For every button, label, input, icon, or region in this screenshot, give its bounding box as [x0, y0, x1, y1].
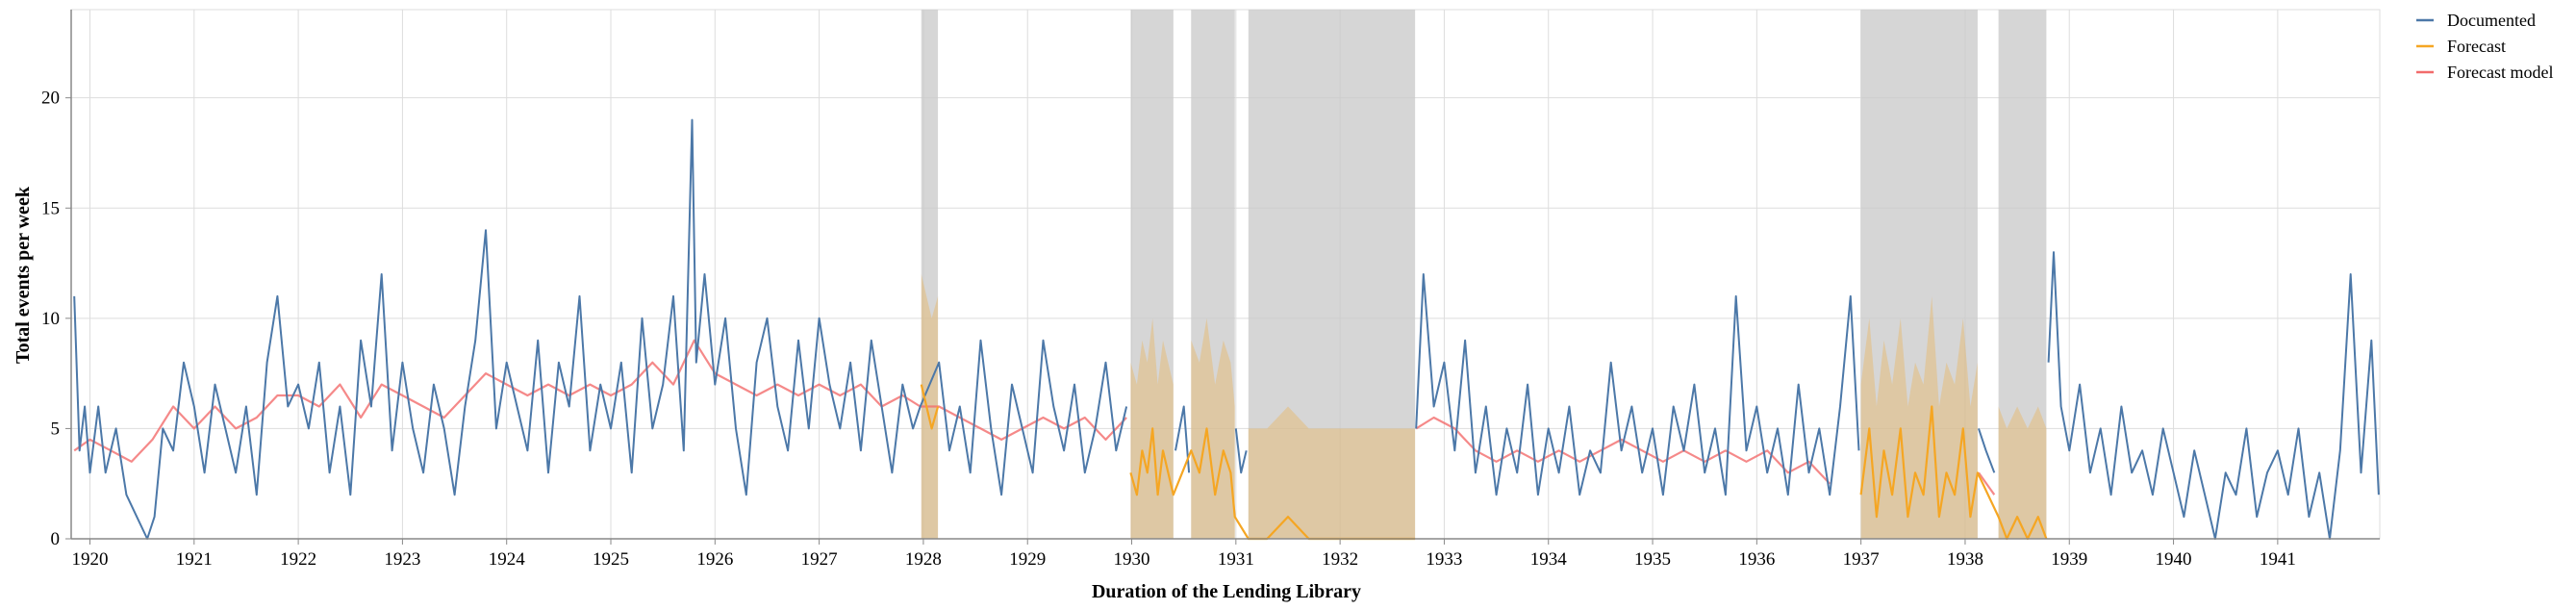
x-tick-label: 1920	[71, 549, 108, 570]
x-axis-title: Duration of the Lending Library	[1092, 581, 1361, 602]
x-tick-label: 1940	[2156, 549, 2192, 570]
x-tick-label: 1937	[1843, 549, 1880, 570]
x-tick-label: 1936	[1738, 549, 1775, 570]
gap-period	[1130, 10, 1174, 539]
forecast-band	[1248, 406, 1416, 539]
x-tick-label: 1921	[176, 549, 213, 570]
y-tick-label: 10	[41, 309, 60, 329]
x-tick-label: 1938	[1947, 549, 1983, 570]
x-tick-label: 1925	[593, 549, 629, 570]
x-tick-label: 1924	[489, 549, 526, 570]
x-tick-label: 1930	[1114, 549, 1150, 570]
x-tick-label: 1929	[1009, 549, 1046, 570]
y-tick-label: 20	[41, 89, 60, 109]
x-tick-label: 1933	[1426, 549, 1462, 570]
gap-period	[1191, 10, 1235, 539]
gap-period	[1248, 10, 1416, 539]
x-tick-label: 1928	[905, 549, 942, 570]
forecast-band	[1191, 318, 1235, 539]
series-line-documented	[73, 118, 2380, 540]
x-tick-label: 1926	[696, 549, 733, 570]
gap-period	[1998, 10, 2047, 539]
x-tick-label: 1941	[2260, 549, 2296, 570]
series-line-forecast-model	[73, 339, 1996, 496]
y-tick-label: 15	[41, 198, 60, 218]
legend: Documented Forecast Forecast model	[2416, 11, 2553, 82]
y-axis-ticks: 0 5 10 15 20	[41, 89, 71, 549]
legend-label: Forecast model	[2447, 63, 2553, 82]
x-tick-label: 1935	[1634, 549, 1671, 570]
y-axis-title: Total events per week	[13, 186, 34, 364]
forecast-band	[1998, 406, 2047, 539]
y-tick-label: 0	[51, 529, 61, 549]
x-tick-label: 1927	[801, 549, 838, 570]
x-tick-label: 1931	[1218, 549, 1254, 570]
legend-label: Forecast	[2447, 37, 2506, 56]
gap-periods	[921, 10, 2047, 539]
x-axis-ticks: 1920 1921 1922 1923 1924 1925 1926 1927 1928 1929…	[71, 539, 2296, 570]
x-tick-label: 1932	[1322, 549, 1358, 570]
x-tick-label: 1923	[384, 549, 420, 570]
x-tick-label: 1939	[2051, 549, 2087, 570]
x-tick-label: 1922	[280, 549, 316, 570]
gap-period	[1860, 10, 1978, 539]
legend-label: Documented	[2447, 11, 2536, 30]
y-tick-label: 5	[51, 419, 61, 439]
x-tick-label: 1934	[1530, 549, 1568, 570]
